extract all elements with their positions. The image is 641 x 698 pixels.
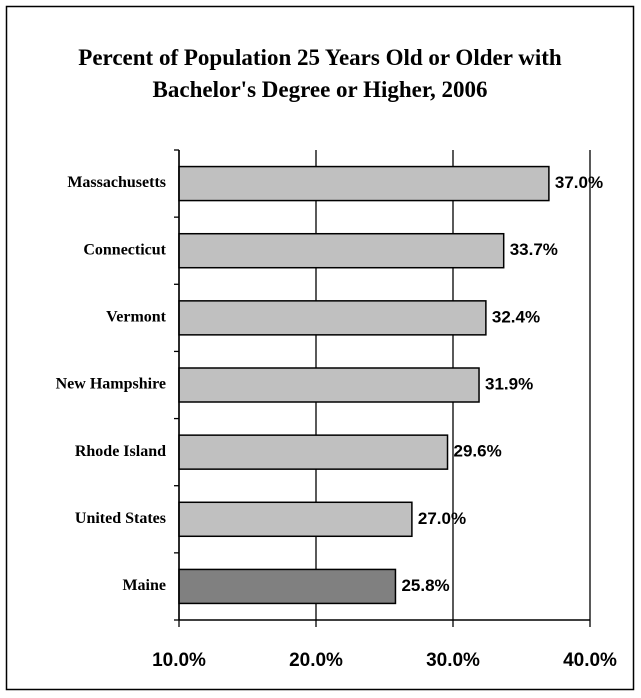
y-tick-label: Connecticut [83, 241, 166, 258]
data-label: 37.0% [555, 173, 603, 192]
bar [178, 165, 550, 202]
data-label: 29.6% [454, 442, 502, 461]
data-label: 33.7% [510, 240, 558, 259]
bar [178, 568, 397, 605]
bar [178, 232, 505, 269]
bar [178, 300, 487, 336]
data-label: 27.0% [418, 509, 466, 528]
y-tick-label: Massachusetts [67, 174, 166, 191]
x-tick-label: 30.0% [426, 650, 480, 671]
bar [178, 501, 413, 538]
y-tick-label: Rhode Island [75, 443, 166, 460]
y-tick-label: Vermont [106, 309, 167, 326]
chart-title: Percent of Population 25 Years Old or Ol… [78, 45, 562, 102]
data-label: 31.9% [485, 374, 533, 393]
y-tick-label: New Hampshire [56, 376, 166, 393]
bar [178, 434, 449, 470]
bar [178, 367, 480, 403]
x-tick-label: 40.0% [563, 650, 617, 671]
x-tick-label: 10.0% [152, 650, 206, 671]
x-tick-label: 20.0% [289, 650, 343, 671]
data-label: 32.4% [492, 307, 540, 326]
data-label: 25.8% [401, 576, 449, 595]
y-tick-label: United States [75, 510, 166, 527]
title-box: Percent of Population 25 Years Old or Ol… [78, 45, 562, 102]
y-tick-label: Maine [122, 577, 166, 594]
